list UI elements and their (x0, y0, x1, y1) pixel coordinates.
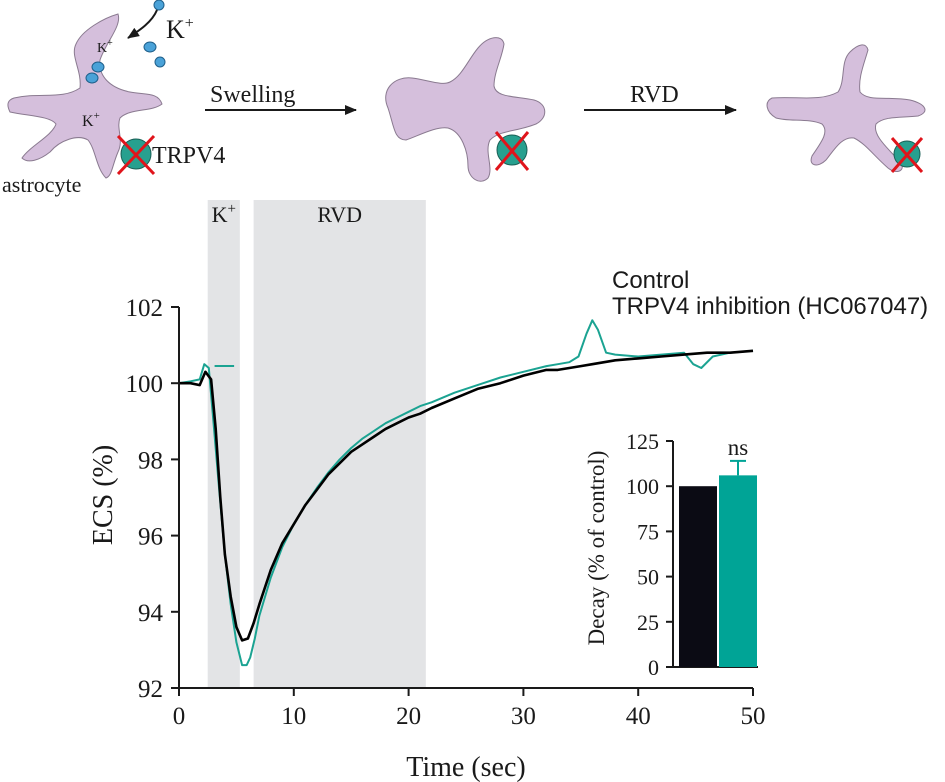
decay-bar-chart: 0 25 50 75 100 125 Decay (% of control) ns (584, 429, 758, 680)
legend-trpv4: TRPV4 inhibition (HC067047) (612, 293, 928, 320)
y-tick-label-94: 94 (138, 600, 164, 627)
k-granule-1 (85, 72, 99, 84)
shaded-region-label-2: RVD (317, 202, 362, 227)
y-tick-label-100: 100 (126, 371, 164, 398)
x-tick-label-0: 0 (173, 703, 186, 730)
shaded-region-2 (253, 200, 426, 688)
inset-bar-trpv4 (719, 475, 757, 667)
inset-axes: 0 25 50 75 100 125 (626, 429, 758, 680)
inset-y-tick-label-75: 75 (637, 519, 659, 544)
series-line-trpv4 (178, 319, 754, 667)
blocked-cross-icon-2 (494, 131, 530, 171)
x-tick-label-10: 10 (281, 703, 306, 730)
swelling-label: Swelling (210, 82, 295, 108)
inset-bar-control (679, 486, 717, 667)
astrocyte-cell-3 (766, 44, 926, 173)
k-granule-5 (154, 56, 166, 68)
blocked-cross-icon-3 (890, 137, 924, 173)
inset-bars (679, 459, 757, 667)
x-tick-label-30: 30 (511, 703, 536, 730)
k-label-inside-1: K+ (97, 38, 113, 56)
inset-y-tick-label-0: 0 (648, 655, 659, 680)
series-lines (178, 319, 754, 667)
x-tick-label-50: 50 (741, 703, 766, 730)
astrocyte-body-2 (385, 37, 546, 182)
k-label-inside-2: K+ (82, 110, 100, 130)
k-label-outside: K+ (166, 15, 194, 44)
astrocyte-cell-1: K+ K+ K+ TRPV4 astrocyte (2, 0, 225, 197)
shaded-regions: K+ RVD (207, 200, 426, 688)
astrocyte-cell-2 (385, 37, 546, 182)
k-granule-2 (91, 61, 105, 73)
rvd-arrow-label: RVD (630, 82, 679, 108)
k-granule-3 (153, 0, 165, 11)
rvd-arrow: RVD (584, 82, 737, 115)
trpv4-label: TRPV4 (152, 143, 225, 169)
inset-y-tick-label-50: 50 (637, 565, 659, 590)
inset-y-tick-label-125: 125 (626, 429, 659, 454)
inset-annotation-ns: ns (728, 435, 749, 460)
k-granule-4 (143, 41, 157, 53)
y-tick-label-96: 96 (138, 524, 163, 551)
series-line-control (179, 349, 754, 642)
shaded-region-label-1: K+ (212, 201, 236, 227)
shaded-region-1 (207, 200, 240, 688)
inset-y-tick-label-100: 100 (626, 474, 659, 499)
blocked-cross-icon (116, 134, 156, 176)
y-tick-label-98: 98 (138, 447, 163, 474)
k-uptake-arrow (127, 9, 158, 39)
x-axis-label: Time (sec) (406, 752, 526, 782)
inset-y-tick-label-25: 25 (637, 610, 659, 635)
astrocyte-body-3 (766, 44, 926, 172)
x-tick-label-40: 40 (626, 703, 651, 730)
x-tick-label-20: 20 (396, 703, 421, 730)
y-tick-label-102: 102 (126, 295, 164, 322)
y-axis-label: ECS (%) (88, 445, 119, 545)
schematic: K+ K+ K+ TRPV4 astrocyte Swelling (2, 0, 926, 197)
swelling-arrow: Swelling (205, 82, 357, 115)
legend-control: Control (612, 267, 689, 294)
astrocyte-body-1 (7, 13, 163, 179)
y-tick-label-92: 92 (138, 676, 163, 703)
inset-y-axis-label: Decay (% of control) (584, 451, 609, 646)
astrocyte-label: astrocyte (2, 172, 81, 197)
